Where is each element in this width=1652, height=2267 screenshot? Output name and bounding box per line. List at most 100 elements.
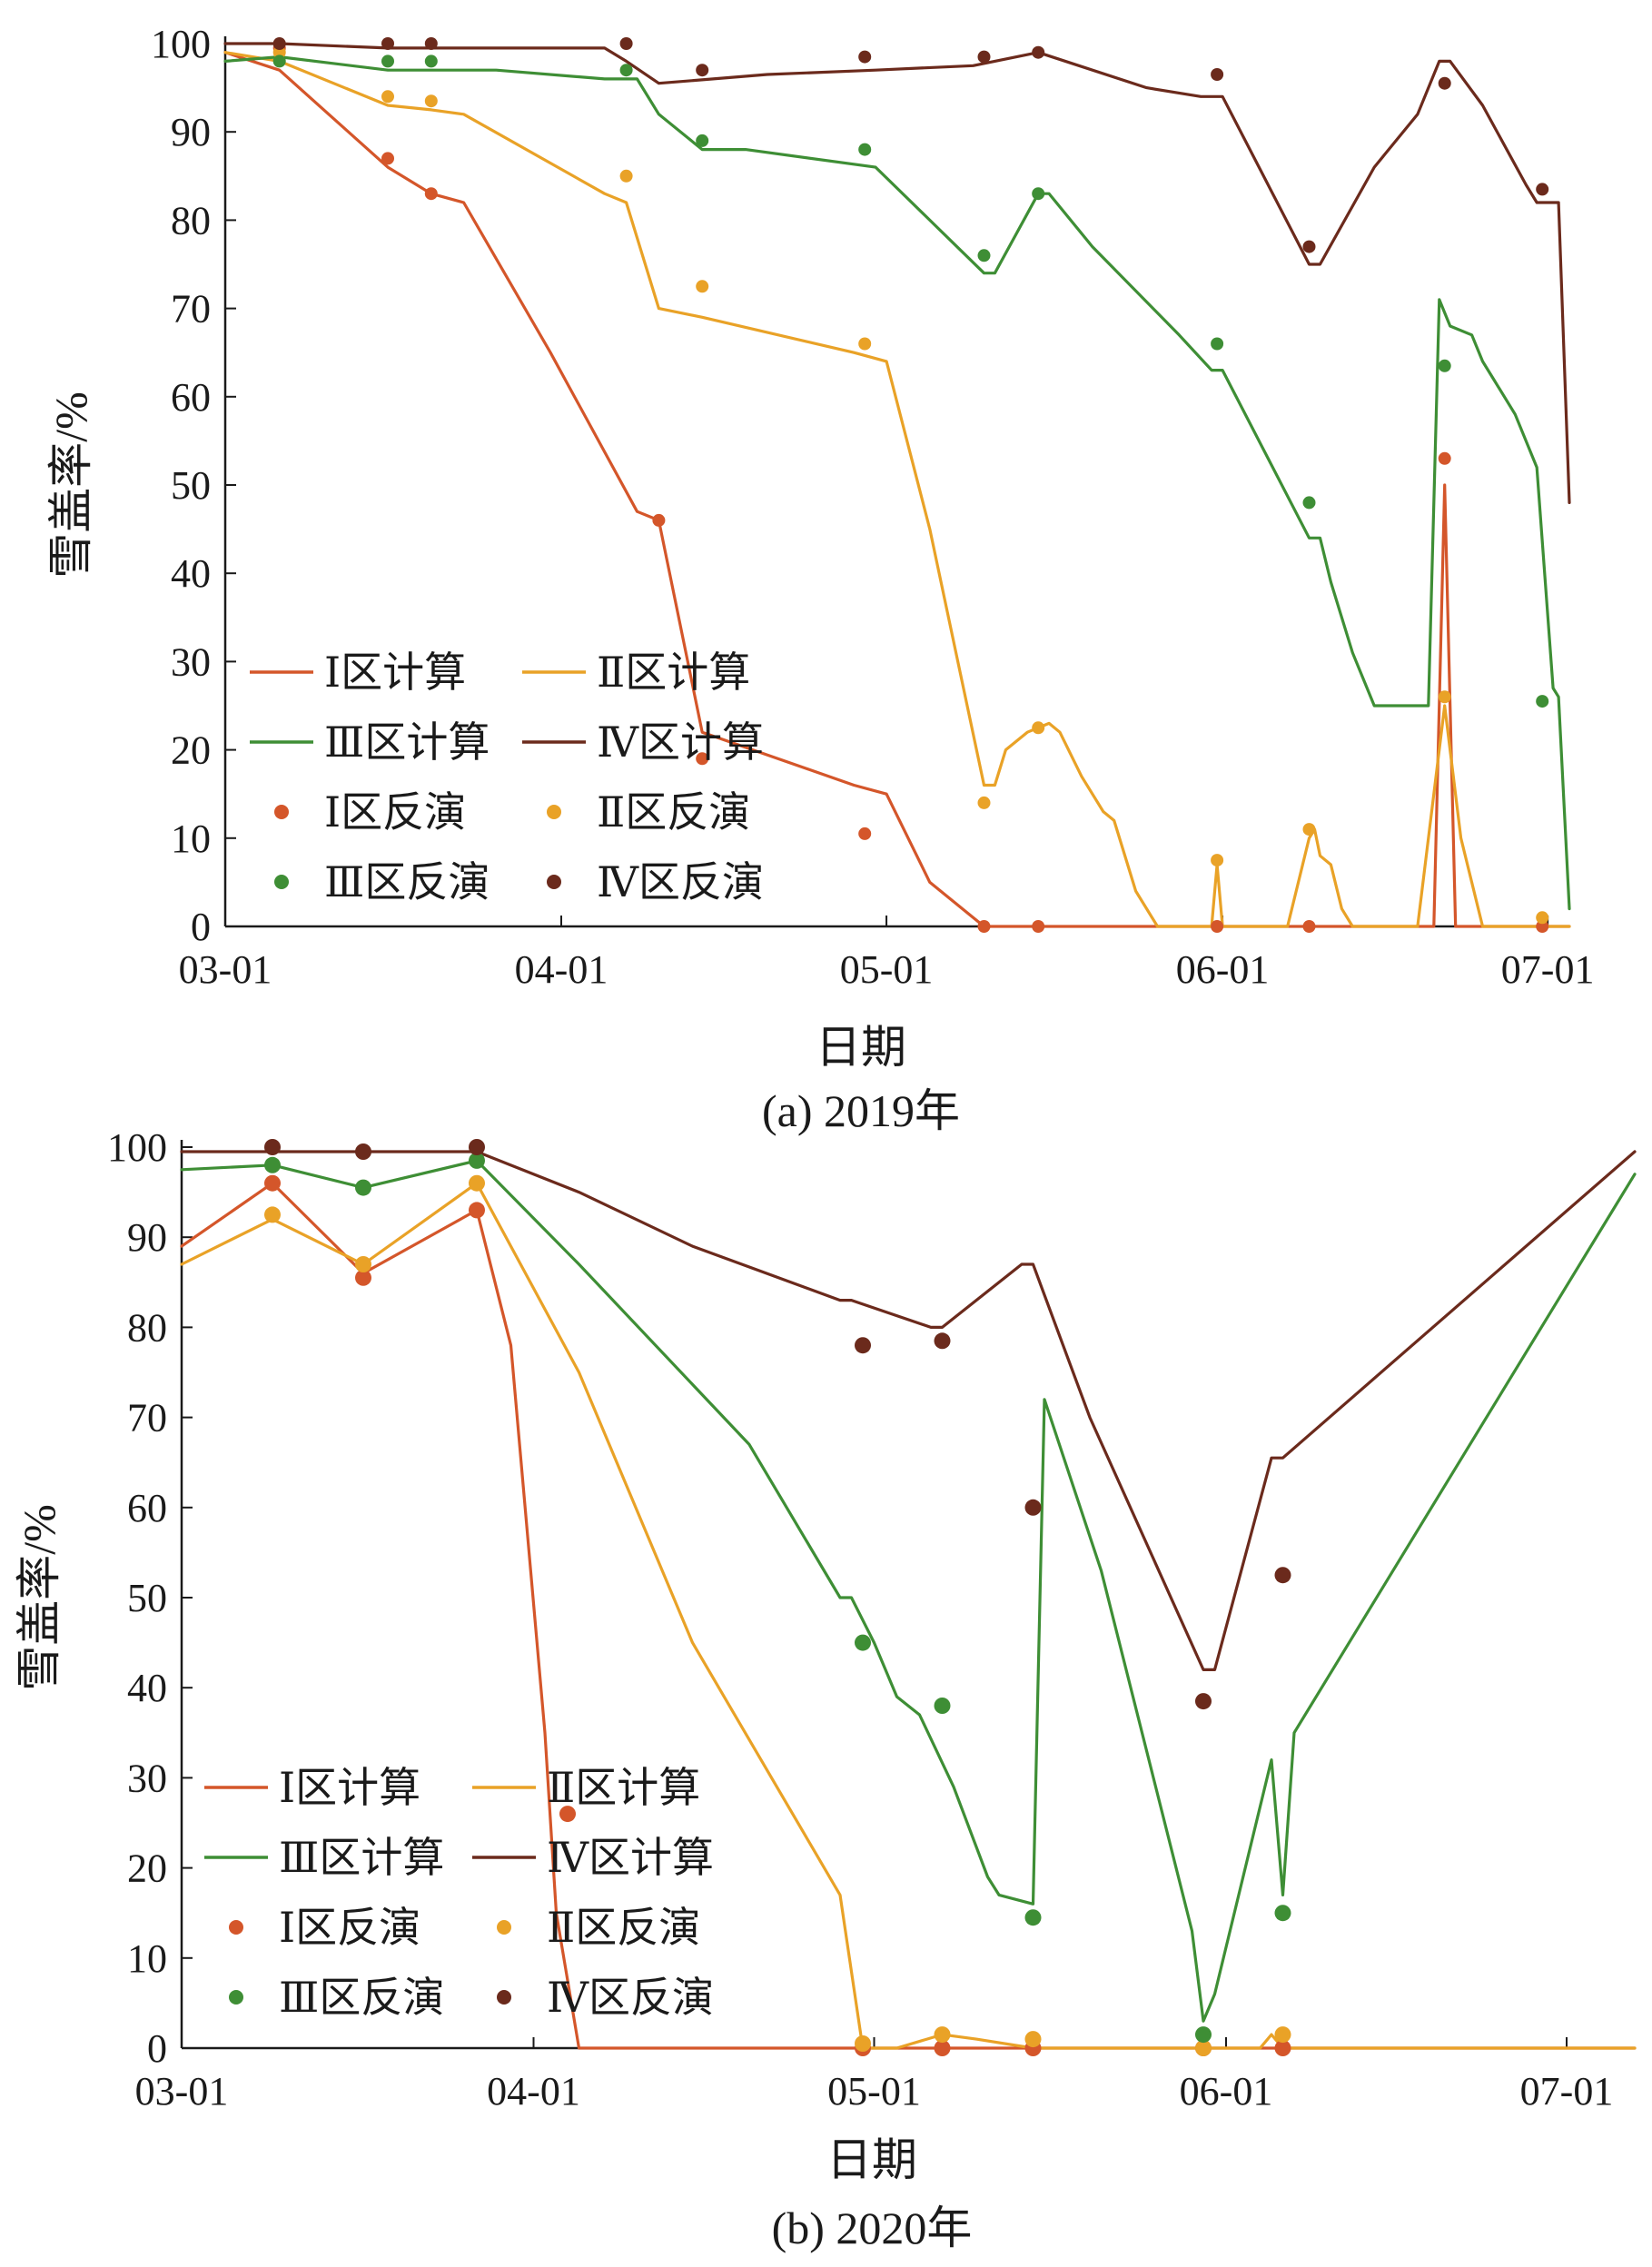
data-point <box>977 249 991 262</box>
data-point <box>1302 920 1316 933</box>
data-point <box>858 827 872 840</box>
data-point <box>1024 2031 1042 2048</box>
data-point <box>424 54 438 68</box>
data-point <box>977 50 991 64</box>
series-line-2 <box>180 1159 1637 2023</box>
data-point <box>1032 721 1045 735</box>
data-point <box>1032 920 1045 933</box>
legend-swatch-dot <box>229 1920 243 1935</box>
series-line-0 <box>180 1182 1637 2050</box>
legend-entry: Ⅱ区计算 <box>547 1765 700 1811</box>
y-tick-label: 80 <box>171 198 211 243</box>
data-point <box>1211 854 1224 867</box>
data-point <box>858 143 872 156</box>
data-point <box>355 1269 371 1286</box>
y-tick-label: 40 <box>127 1666 167 1710</box>
legend-entry: Ⅳ区计算 <box>547 1835 714 1881</box>
y-tick-label: 70 <box>171 287 211 332</box>
data-point <box>355 1256 371 1272</box>
data-point <box>424 94 438 108</box>
data-point <box>355 1179 371 1196</box>
legend-entry: Ⅲ区反演 <box>279 1975 444 2021</box>
y-tick-label: 0 <box>191 905 211 949</box>
data-point <box>977 920 991 933</box>
data-point <box>1211 920 1224 933</box>
data-point <box>855 2035 871 2052</box>
data-point <box>1302 240 1316 253</box>
data-point <box>1032 187 1045 201</box>
data-point <box>934 1698 951 1714</box>
panel-1: 0 10 20 30 40 50 60 70 80 90 100 03-01 04-01 05-01 06-… <box>14 1125 1637 2253</box>
legend-swatch-dot <box>497 1990 511 2005</box>
data-point <box>1195 2026 1212 2044</box>
data-point <box>1274 2040 1291 2056</box>
series-line-1 <box>223 51 1571 928</box>
data-point <box>264 1174 281 1192</box>
data-point <box>696 64 709 77</box>
data-point <box>855 1337 871 1354</box>
series-line-3 <box>223 42 1571 505</box>
x-tick-label: 06-01 <box>1176 947 1270 992</box>
data-point <box>1536 920 1549 933</box>
series-line-3 <box>180 1150 1637 1672</box>
data-point <box>619 169 633 183</box>
legend-entry: Ⅲ区计算 <box>279 1835 444 1881</box>
y-tick-label: 10 <box>127 1936 167 1981</box>
y-tick-label: 80 <box>127 1305 167 1350</box>
data-point <box>1438 76 1451 90</box>
x-tick-label: 03-01 <box>135 2069 229 2114</box>
y-tick-label: 90 <box>127 1215 167 1260</box>
legend-entry: Ⅰ区反演 <box>279 1905 420 1951</box>
data-point <box>559 1806 576 1823</box>
y-tick-label: 20 <box>171 728 211 773</box>
data-point <box>652 513 666 527</box>
data-point <box>934 2040 951 2056</box>
data-point <box>1195 1693 1212 1710</box>
y-tick-label: 100 <box>151 22 211 66</box>
legend-entry: Ⅰ区计算 <box>324 649 466 696</box>
data-point <box>469 1174 485 1192</box>
x-tick-label: 04-01 <box>487 2069 580 2114</box>
legend-entry: Ⅱ区计算 <box>597 649 750 696</box>
data-point <box>1211 337 1224 351</box>
data-point <box>858 337 872 351</box>
data-point <box>1536 911 1549 925</box>
data-point <box>1302 823 1316 837</box>
data-point <box>355 1143 371 1160</box>
data-point <box>469 1139 485 1155</box>
data-point <box>381 90 394 104</box>
data-point <box>1274 1567 1291 1584</box>
data-point <box>272 37 286 50</box>
data-point <box>1274 2026 1291 2044</box>
x-tick-label: 05-01 <box>827 2069 921 2114</box>
y-tick-label: 30 <box>171 639 211 684</box>
data-point <box>1438 359 1451 372</box>
data-point <box>619 64 633 77</box>
y-tick-label: 50 <box>171 463 211 508</box>
y-axis-label: 雪盖率/% <box>45 391 96 579</box>
legend-entry: Ⅳ区反演 <box>547 1975 714 2021</box>
y-tick-label: 50 <box>127 1576 167 1620</box>
data-point <box>858 50 872 64</box>
data-point <box>381 152 394 165</box>
data-point <box>1032 45 1045 59</box>
y-tick-label: 90 <box>171 110 211 154</box>
data-point <box>1024 1499 1042 1516</box>
y-tick-label: 20 <box>127 1846 167 1891</box>
data-point <box>264 1139 281 1155</box>
y-tick-label: 30 <box>127 1756 167 1800</box>
data-point <box>264 1206 281 1223</box>
legend-entry: Ⅱ区反演 <box>547 1905 700 1951</box>
y-tick-label: 40 <box>171 551 211 596</box>
data-point <box>934 2026 951 2044</box>
data-point <box>977 796 991 809</box>
y-tick-label: 0 <box>147 2026 167 2071</box>
data-point <box>1438 451 1451 465</box>
y-tick-label: 60 <box>171 375 211 420</box>
panel-caption: (b) 2020年 <box>772 2203 973 2253</box>
panel-0: 0 10 20 30 40 50 60 70 80 90 100 03-01 04-01 05-01 06-… <box>45 22 1594 1136</box>
data-point <box>469 1202 485 1219</box>
x-tick-label: 07-01 <box>1520 2069 1614 2114</box>
legend: Ⅰ区计算 Ⅱ区计算 Ⅲ区计算 Ⅳ区计算 Ⅰ区反演 Ⅱ区反演 Ⅲ区反演 Ⅳ区反演 <box>250 649 764 906</box>
